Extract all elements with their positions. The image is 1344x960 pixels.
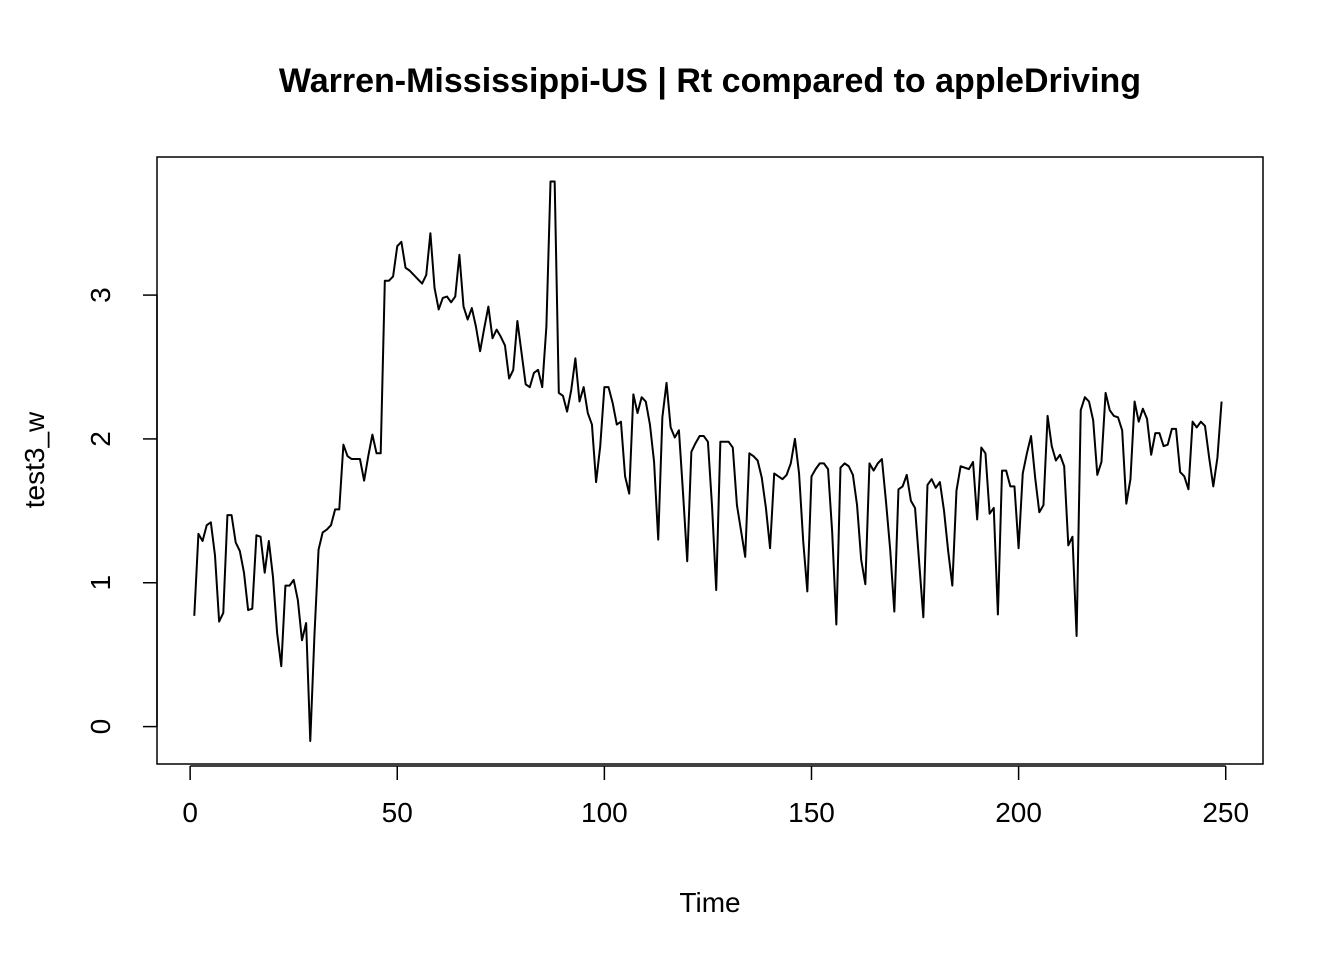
x-tick-label: 100 — [581, 797, 628, 828]
y-tick-label: 3 — [85, 287, 116, 303]
y-axis-label: test3_w — [19, 411, 50, 508]
x-tick-label: 200 — [995, 797, 1042, 828]
series-line — [193, 180, 1223, 742]
y-axis: 0 1 2 3 — [85, 287, 158, 735]
y-tick-label: 0 — [85, 719, 116, 735]
x-axis-label: Time — [679, 887, 740, 918]
x-tick-label: 50 — [382, 797, 413, 828]
y-tick-label: 1 — [85, 575, 116, 591]
x-tick-label: 0 — [182, 797, 198, 828]
x-tick-label: 150 — [788, 797, 835, 828]
x-axis: 0 50 100 150 200 250 — [182, 765, 1249, 828]
y-tick-label: 2 — [85, 431, 116, 447]
x-tick-label: 250 — [1202, 797, 1249, 828]
chart-title: Warren-Mississippi-US | Rt compared to a… — [279, 62, 1141, 100]
